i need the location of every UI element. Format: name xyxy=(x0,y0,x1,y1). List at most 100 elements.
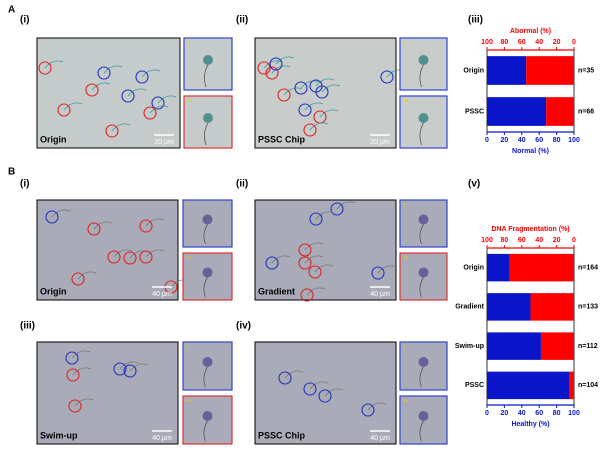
x2-tick-label: 0 xyxy=(572,39,576,46)
sperm-tail xyxy=(145,218,165,227)
bar-segment xyxy=(487,97,547,126)
x-tick-label: 0 xyxy=(485,137,489,144)
inset-sperm-tail xyxy=(419,224,424,245)
inset-mark: * xyxy=(403,41,406,48)
sperm-tail xyxy=(315,78,335,87)
x-tick-label: 20 xyxy=(501,410,509,417)
panel-label: (i) xyxy=(20,179,29,190)
x2-tick-label: 80 xyxy=(501,237,509,244)
sperm-tail xyxy=(127,88,147,97)
sperm-tail xyxy=(149,105,169,114)
bar-segment xyxy=(540,332,574,360)
sperm-tail xyxy=(77,271,97,280)
x-axis-label: Healthy (%) xyxy=(511,421,549,428)
sperm-tail xyxy=(324,388,344,397)
sperm-marker xyxy=(303,123,317,137)
inset-sperm-head xyxy=(202,411,213,421)
sperm-marker xyxy=(330,202,344,216)
section-label: A xyxy=(8,5,15,16)
bar-segment xyxy=(509,253,574,282)
inset xyxy=(399,252,448,301)
sperm-tail xyxy=(74,398,94,407)
section-label: B xyxy=(8,167,15,178)
micrograph xyxy=(36,37,181,149)
sperm-marker xyxy=(298,256,312,270)
inset-mark: * xyxy=(403,203,406,210)
sperm-marker xyxy=(151,96,165,110)
sperm-tail xyxy=(63,102,83,111)
inset-sperm-tail xyxy=(419,64,424,88)
sperm-tail xyxy=(145,249,165,258)
inset-mark: ** xyxy=(186,256,192,263)
sperm-marker xyxy=(68,399,82,413)
sperm-tail xyxy=(119,361,139,370)
bar-segment xyxy=(530,293,574,321)
inset-sperm-tail xyxy=(419,420,424,442)
x-tick-label: 40 xyxy=(518,137,526,144)
x-tick-label: 0 xyxy=(485,410,489,417)
sperm-tail xyxy=(309,122,329,131)
panel-label: (ii) xyxy=(236,179,248,190)
x2-tick-label: 0 xyxy=(572,237,576,244)
scale-bar-label: 40 µm xyxy=(370,291,390,298)
sperm-tail xyxy=(51,209,71,218)
scale-bar-label: 40 µm xyxy=(152,291,172,298)
image-label: Origin xyxy=(40,286,67,296)
sperm-marker xyxy=(107,250,121,264)
sperm-marker xyxy=(308,265,322,279)
inset-sperm-tail xyxy=(419,277,424,298)
sperm-tail xyxy=(103,65,123,74)
micrograph xyxy=(254,341,397,445)
sperm-tail xyxy=(275,56,295,65)
sperm-marker xyxy=(66,368,80,382)
category-label: Origin xyxy=(463,264,484,271)
x-tick-label: 60 xyxy=(535,137,543,144)
sperm-marker xyxy=(139,219,153,233)
sample-size: n=133 xyxy=(578,304,598,311)
sperm-tail xyxy=(315,211,335,220)
sperm-tail xyxy=(367,402,387,411)
x2-tick-label: 40 xyxy=(535,39,543,46)
sperm-marker xyxy=(318,389,332,403)
sperm-marker xyxy=(309,212,323,226)
inset-sperm-tail xyxy=(204,122,209,146)
sperm-tail xyxy=(284,370,304,379)
sperm-marker xyxy=(113,362,127,376)
sperm-tail xyxy=(129,363,149,372)
x2-tick-label: 60 xyxy=(518,237,526,244)
inset-sperm-tail xyxy=(203,224,208,245)
inset-mark: ** xyxy=(186,399,192,406)
x-tick-label: 40 xyxy=(518,410,526,417)
sample-size: n=164 xyxy=(578,264,598,271)
inset-mark: ** xyxy=(403,399,409,406)
sperm-marker xyxy=(294,81,308,95)
category-label: Swim-up xyxy=(455,343,484,350)
category-label: PSSC xyxy=(465,108,484,115)
inset-mark: ** xyxy=(403,256,409,263)
bar-segment xyxy=(487,253,510,282)
sperm-tail xyxy=(304,242,324,251)
category-label: PSSC xyxy=(465,382,484,389)
sperm-marker xyxy=(265,66,279,80)
sperm-marker xyxy=(123,364,137,378)
x-tick-label: 100 xyxy=(568,137,580,144)
bar-segment xyxy=(487,332,541,360)
micrograph xyxy=(36,199,179,301)
sample-size: n=104 xyxy=(578,382,598,389)
sperm-marker xyxy=(265,256,279,270)
sperm-tail xyxy=(304,102,324,111)
panel-label: (i) xyxy=(20,15,29,26)
x2-axis-label: DNA Fragmentation (%) xyxy=(491,226,569,233)
inset-sperm-head xyxy=(203,55,213,65)
panel-label: (iii) xyxy=(468,15,483,26)
sperm-tail xyxy=(377,265,397,274)
bar-segment xyxy=(487,56,527,85)
sperm-marker xyxy=(298,243,312,257)
bar-segment xyxy=(487,293,531,321)
sperm-marker xyxy=(121,89,135,103)
sperm-tail xyxy=(263,60,283,69)
scale-bar-label: 20 µm xyxy=(154,139,174,146)
inset-sperm-head xyxy=(418,267,429,278)
inset-sperm-head xyxy=(202,357,213,367)
